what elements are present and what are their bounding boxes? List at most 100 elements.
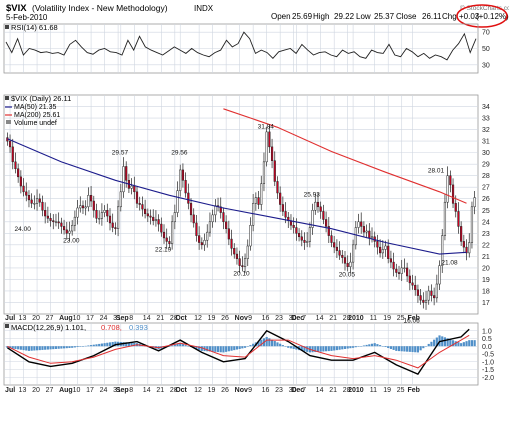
macd-histogram-bar (257, 341, 260, 347)
x-tick-label: 12 (194, 315, 202, 322)
macd-histogram-bar (14, 346, 17, 349)
candle-body (108, 215, 112, 224)
candle-body (281, 204, 284, 212)
x-tick-label: 7 (302, 315, 306, 322)
macd-histogram-bar (127, 342, 130, 347)
candle-body (392, 261, 395, 270)
candle-body (411, 282, 414, 286)
chg-value: +0.03 (459, 12, 480, 21)
price-tick-label: 28 (482, 173, 490, 180)
candle-body (211, 214, 214, 223)
macd-histogram-bar (98, 343, 101, 347)
candle-body (424, 299, 428, 303)
price-annotation: 23.00 (63, 237, 80, 244)
x-tick-label: 28 (170, 315, 178, 322)
candle-body (368, 230, 371, 239)
candle-body (214, 205, 217, 216)
candle-body (8, 140, 12, 148)
candle-body (41, 201, 44, 211)
candle-body (468, 242, 471, 254)
macd-histogram-bar (44, 346, 47, 350)
candle-body (406, 267, 409, 277)
macd-histogram-bar (200, 346, 203, 351)
close-label: Close (396, 12, 417, 21)
price-annotation: 29.56 (171, 150, 188, 157)
candle-body (462, 241, 465, 248)
candle-body (324, 219, 328, 227)
candle-body (381, 249, 384, 254)
macd-tick-label: -2.0 (482, 375, 494, 382)
title-label: (Volatility Index - New Methodology) (32, 3, 168, 13)
candle-body (422, 299, 425, 303)
volume-legend-label: Volume undef (14, 120, 57, 127)
macd-histogram-bar (303, 346, 306, 352)
macd-histogram-bar (281, 345, 284, 347)
symbol-label: $VIX (6, 3, 27, 14)
candle-body (46, 215, 49, 219)
price-annotation: 31.84 (258, 123, 275, 130)
candle-body (35, 198, 39, 204)
open-value: 25.69 (292, 12, 313, 21)
macd-histogram-bar (433, 339, 436, 347)
macd-histogram-bar (430, 341, 433, 347)
macd-histogram-bar (17, 346, 20, 350)
price-annotation: 28.01 (428, 168, 445, 175)
macd-histogram-bar (54, 346, 58, 349)
price-tick-label: 30 (482, 150, 490, 157)
macd-histogram-bar (233, 346, 236, 351)
x-tick-label: 16 (262, 315, 270, 322)
candle-body (65, 229, 68, 234)
x-tick-label: 13 (19, 387, 27, 394)
candle-body (341, 254, 344, 258)
macd-histogram-bar (392, 346, 395, 350)
price-tick-label: 19 (482, 277, 490, 284)
candle-body (327, 226, 330, 236)
ma50-line (7, 138, 467, 255)
macd-histogram-bar (343, 346, 347, 349)
macd-histogram-bar (449, 339, 452, 347)
candle-body (154, 219, 158, 221)
price-tick-label: 22 (482, 242, 490, 249)
rsi-tick-label: 70 (482, 30, 490, 37)
macd-histogram-bar (238, 346, 241, 349)
chart-header: $VIX (Volatility Index - New Methodology… (6, 3, 509, 28)
price-tick-label: 18 (482, 288, 490, 295)
price-annotation: 25.93 (304, 192, 321, 199)
candle-body (414, 284, 417, 291)
candle-body (346, 263, 349, 267)
x-tick-label: 28 (343, 387, 351, 394)
macd-histogram-bar (230, 346, 233, 351)
macd-histogram-bar (181, 344, 185, 347)
macd-histogram-bar (125, 342, 128, 347)
x-tick-label: Feb (408, 387, 420, 394)
candle-body (400, 267, 403, 274)
candle-body (149, 215, 152, 218)
candle-body (254, 197, 257, 204)
x-tick-label: 11 (370, 387, 377, 394)
macd-histogram-bar (279, 343, 282, 347)
macd-histogram-bar (198, 346, 201, 350)
price-tick-label: 21 (482, 254, 490, 261)
macd-histogram-bar (176, 343, 179, 347)
x-tick-label: 19 (383, 315, 391, 322)
candle-body (117, 206, 120, 229)
ma50-legend-label: MA(50) 21.35 (14, 104, 57, 111)
candle-body (451, 184, 455, 204)
macd-histogram-bar (327, 346, 330, 352)
macd-histogram-bar (338, 346, 341, 350)
macd-histogram-bar (6, 346, 9, 348)
candle-body (308, 227, 311, 242)
macd-histogram-bar (416, 346, 420, 353)
macd-histogram-bar (330, 346, 333, 351)
candle-body (54, 221, 58, 223)
macd-histogram-bar (81, 346, 85, 347)
candle-body (362, 226, 365, 233)
macd-histogram-bar (62, 346, 66, 349)
candle-body (441, 235, 444, 266)
x-tick-label: Nov (235, 387, 248, 394)
macd-tick-label: -1.5 (482, 367, 494, 374)
macd-histogram-bar (273, 341, 276, 347)
candle-body (419, 295, 422, 301)
macd-histogram-bar (76, 346, 79, 348)
x-tick-label: 23 (275, 315, 283, 322)
